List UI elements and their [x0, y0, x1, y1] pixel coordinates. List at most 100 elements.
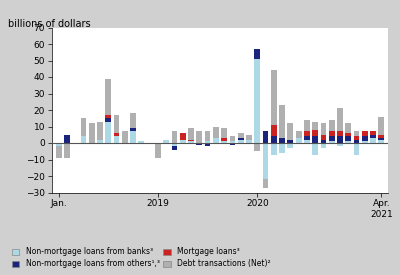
Bar	[329, 136, 335, 141]
Bar	[271, 125, 277, 136]
Bar	[370, 131, 376, 135]
Legend: Non-mortgage loans from banks³, Non-mortgage loans from others¹,³, Mortgage loan: Non-mortgage loans from banks³, Non-mort…	[12, 248, 271, 268]
Bar	[221, 141, 227, 143]
Bar	[213, 126, 219, 138]
Bar	[172, 146, 177, 150]
Bar	[345, 123, 351, 133]
Bar	[337, 136, 343, 143]
Bar	[271, 136, 277, 143]
Bar	[304, 131, 310, 136]
Bar	[221, 138, 227, 141]
Bar	[288, 123, 293, 140]
Bar	[80, 136, 86, 143]
Bar	[296, 138, 302, 143]
Bar	[337, 143, 343, 146]
Bar	[263, 179, 268, 188]
Bar	[279, 143, 285, 153]
Bar	[122, 131, 128, 143]
Bar	[354, 136, 360, 140]
Bar	[370, 135, 376, 138]
Bar	[271, 143, 277, 155]
Bar	[56, 143, 62, 146]
Bar	[304, 140, 310, 143]
Bar	[114, 136, 120, 143]
Bar	[329, 141, 335, 143]
Bar	[114, 133, 120, 136]
Bar	[345, 136, 351, 141]
Bar	[155, 143, 161, 158]
Bar	[271, 70, 277, 125]
Bar	[188, 140, 194, 141]
Bar	[320, 135, 326, 140]
Bar	[97, 122, 103, 140]
Bar	[337, 131, 343, 136]
Bar	[329, 131, 335, 136]
Bar	[378, 138, 384, 140]
Bar	[304, 120, 310, 131]
Bar	[163, 140, 169, 143]
Bar	[378, 117, 384, 135]
Bar	[130, 113, 136, 128]
Bar	[329, 120, 335, 131]
Bar	[138, 141, 144, 143]
Bar	[97, 140, 103, 143]
Bar	[205, 141, 210, 143]
Bar	[64, 135, 70, 143]
Bar	[354, 143, 360, 155]
Bar	[345, 133, 351, 136]
Bar	[80, 118, 86, 136]
Bar	[378, 140, 384, 143]
Bar	[288, 140, 293, 143]
Bar	[213, 138, 219, 143]
Bar	[370, 138, 376, 143]
Bar	[89, 123, 95, 143]
Bar	[230, 141, 235, 143]
Bar	[254, 143, 260, 151]
Bar	[362, 141, 368, 143]
Bar	[312, 130, 318, 136]
Bar	[238, 133, 244, 138]
Bar	[238, 140, 244, 143]
Bar	[263, 131, 268, 143]
Bar	[337, 108, 343, 131]
Bar	[362, 131, 368, 136]
Bar	[105, 79, 111, 115]
Bar	[130, 131, 136, 143]
Bar	[246, 135, 252, 140]
Bar	[105, 118, 111, 122]
Bar	[221, 128, 227, 138]
Bar	[238, 138, 244, 140]
Bar	[196, 131, 202, 143]
Bar	[378, 135, 384, 138]
Bar	[354, 131, 360, 136]
Bar	[263, 143, 268, 179]
Bar	[288, 143, 293, 148]
Bar	[254, 59, 260, 143]
Bar	[312, 143, 318, 155]
Bar	[304, 136, 310, 140]
Bar	[354, 140, 360, 143]
Bar	[246, 140, 252, 143]
Bar	[296, 131, 302, 138]
Bar	[320, 123, 326, 135]
Bar	[312, 136, 318, 143]
Bar	[205, 143, 210, 146]
Bar	[188, 141, 194, 143]
Bar	[279, 138, 285, 143]
Bar	[230, 136, 235, 141]
Bar	[114, 115, 120, 133]
Bar	[105, 115, 111, 118]
Text: billions of dollars: billions of dollars	[8, 19, 91, 29]
Bar	[105, 122, 111, 143]
Bar	[345, 141, 351, 143]
Bar	[254, 49, 260, 59]
Bar	[64, 143, 70, 158]
Bar	[172, 143, 177, 146]
Bar	[180, 140, 186, 143]
Bar	[130, 128, 136, 131]
Bar	[230, 143, 235, 145]
Bar	[279, 105, 285, 138]
Bar	[172, 131, 177, 143]
Bar	[362, 136, 368, 141]
Bar	[312, 122, 318, 130]
